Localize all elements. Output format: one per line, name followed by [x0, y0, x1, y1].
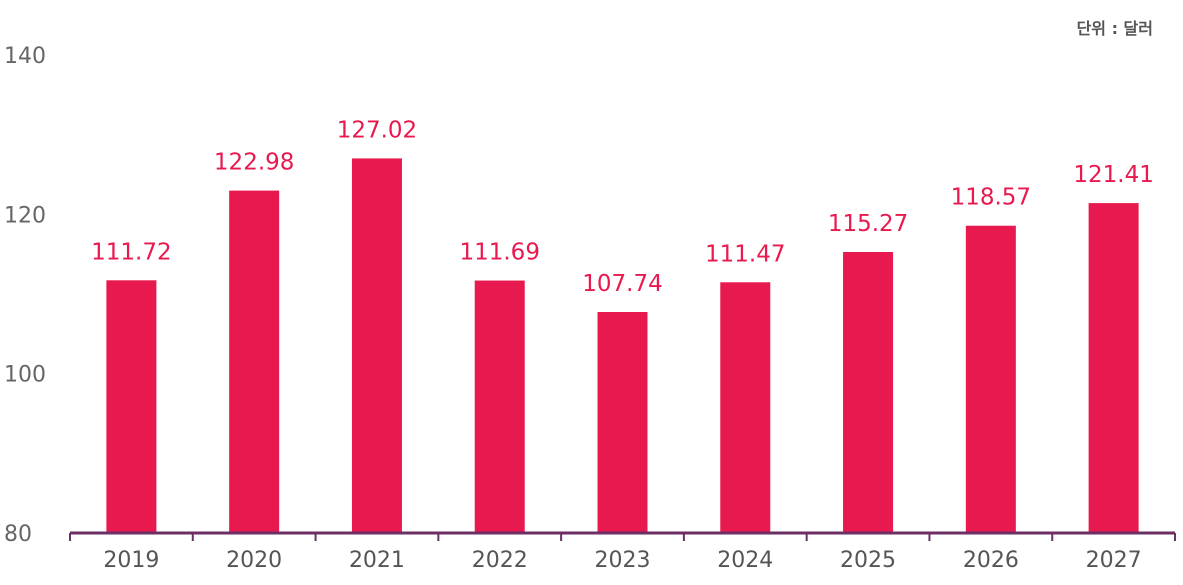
bar [843, 252, 894, 533]
x-tick-label: 2021 [349, 548, 405, 573]
unit-label: 단위 : 달러 [1077, 19, 1153, 38]
x-tick-label: 2019 [103, 548, 159, 573]
data-label: 115.27 [828, 211, 908, 237]
bar [351, 158, 402, 533]
y-axis-labels: 80 100 120 140 [4, 44, 46, 547]
bars [106, 158, 1139, 534]
x-tick-label: 2025 [840, 548, 896, 573]
x-tick-label: 2023 [595, 548, 651, 573]
y-tick-label: 120 [4, 203, 46, 228]
data-labels: 111.72 122.98 127.02 111.69 107.74 111.47 115.… [91, 117, 1154, 297]
data-label: 111.69 [459, 240, 539, 266]
data-label: 121.41 [1073, 162, 1153, 188]
y-tick-label: 80 [4, 522, 32, 547]
data-label: 122.98 [214, 150, 294, 176]
x-tick-label: 2027 [1086, 548, 1142, 573]
y-tick-label: 140 [4, 44, 46, 69]
bar [597, 312, 648, 533]
x-axis [69, 531, 1176, 541]
bar [720, 282, 771, 533]
bar [474, 280, 525, 533]
x-tick-label: 2026 [963, 548, 1019, 573]
bar [965, 225, 1016, 534]
bar [106, 280, 157, 533]
data-label: 111.47 [705, 241, 785, 267]
y-tick-label: 100 [4, 363, 46, 388]
data-label: 127.02 [337, 117, 417, 143]
x-axis-labels: 2019 2020 2021 2022 2023 2024 2025 2026 2027 [103, 548, 1141, 573]
x-tick-label: 2020 [226, 548, 282, 573]
bar [229, 190, 280, 534]
data-label: 118.57 [951, 185, 1031, 211]
data-label: 111.72 [91, 239, 171, 265]
bar [1088, 203, 1139, 533]
x-tick-label: 2024 [717, 548, 773, 573]
data-label: 107.74 [582, 271, 662, 297]
x-tick-label: 2022 [472, 548, 528, 573]
